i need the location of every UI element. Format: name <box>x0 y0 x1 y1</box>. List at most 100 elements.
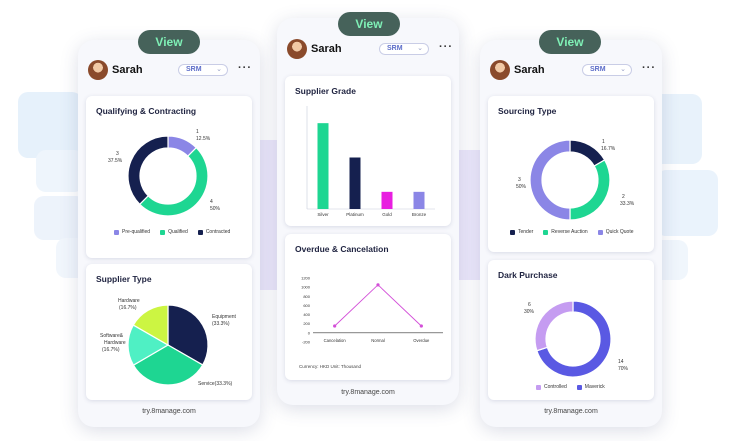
module-label: SRM <box>387 45 403 52</box>
more-icon[interactable]: ··· <box>238 62 252 74</box>
legend-label: Reverse Auction <box>551 229 588 235</box>
qualifying-card: Qualifying & Contracting 1 12.5% 4 50% 3… <box>86 96 252 258</box>
x-tick-label: Bronze <box>412 212 427 217</box>
chart-bar[interactable] <box>349 157 361 210</box>
x-tick-label: Normal <box>371 338 385 343</box>
legend-item[interactable]: Contracted <box>197 229 231 235</box>
legend-label: Maverick <box>584 384 605 390</box>
phone-left: Sarah SRM ⌄ ··· Qualifying & Contracting … <box>78 40 260 427</box>
legend-item[interactable]: Maverick <box>576 384 605 390</box>
slice-label: Equipment <box>212 314 237 320</box>
chart-slice[interactable] <box>529 139 571 221</box>
dark-purchase-chart: 14 70% 6 30% <box>524 300 629 378</box>
legend-label: Qualified <box>168 229 188 235</box>
legend-item[interactable]: Controlled <box>536 384 567 390</box>
card-title: Sourcing Type <box>498 106 557 116</box>
y-tick-label: 600 <box>303 303 310 308</box>
chart-bar[interactable] <box>413 191 425 209</box>
user-name: Sarah <box>311 43 342 55</box>
supplier-type-card: Supplier Type Equipment (33.3%) Service(… <box>86 264 252 400</box>
chart-slice[interactable] <box>569 159 611 221</box>
card-title: Qualifying & Contracting <box>96 106 197 116</box>
slice-label: 4 <box>210 199 213 205</box>
phone-header: Sarah SRM ⌄ ··· <box>277 18 459 68</box>
avatar[interactable] <box>490 60 510 80</box>
slice-pct: 37.5% <box>108 158 123 164</box>
legend-item[interactable]: Quick Quote <box>597 229 634 235</box>
view-button[interactable]: View <box>539 30 601 54</box>
phone-header: Sarah SRM ⌄ ··· <box>480 40 662 90</box>
slice-label: Hardware <box>118 298 140 304</box>
legend-swatch <box>576 384 582 390</box>
phone-right: Sarah SRM ⌄ ··· Sourcing Type 1 16.7% 2 3… <box>480 40 662 427</box>
slice-label: 14 <box>618 359 624 365</box>
currency-note: Currency: HKD Unit: Thousand <box>299 364 361 369</box>
footer-url[interactable]: try.8manage.com <box>544 408 598 415</box>
module-label: SRM <box>186 66 202 73</box>
slice-label: Hardware <box>104 340 126 346</box>
sourcing-type-card: Sourcing Type 1 16.7% 2 33.3% 3 50% Tend… <box>488 96 654 252</box>
y-tick-label: 0 <box>308 330 311 335</box>
supplier-type-chart: Equipment (33.3%) Service(33.3%) Softwar… <box>100 298 237 387</box>
series-line <box>334 284 422 327</box>
chart-slice[interactable] <box>132 344 204 386</box>
legend-swatch <box>597 229 603 235</box>
module-selector[interactable]: SRM ⌄ <box>379 43 429 55</box>
view-button[interactable]: View <box>138 30 200 54</box>
slice-pct: 50% <box>516 184 527 190</box>
chart-bar[interactable] <box>317 123 329 209</box>
chart-slice[interactable] <box>536 300 612 378</box>
y-tick-label: 200 <box>303 321 310 326</box>
slice-label: 6 <box>528 302 531 308</box>
x-tick-label: Cancelation <box>324 338 347 343</box>
supplier-grade-card: Supplier Grade Silver Platinum Gold Bronze <box>285 76 451 226</box>
overdue-card: Overdue & Cancelation 1200 1000 800 600 400 2… <box>285 234 451 380</box>
avatar[interactable] <box>88 60 108 80</box>
legend-label: Pre-qualified <box>122 229 151 235</box>
legend-swatch <box>510 229 515 235</box>
qualifying-chart: 1 12.5% 4 50% 3 37.5% <box>108 129 221 217</box>
chevron-down-icon: ⌄ <box>620 66 626 73</box>
more-icon[interactable]: ··· <box>642 62 656 74</box>
data-point[interactable] <box>419 324 423 328</box>
phone-center: Sarah SRM ⌄ ··· Supplier Grade Silver Plat… <box>277 18 459 405</box>
chart-slice[interactable] <box>132 304 169 347</box>
chart-slice[interactable] <box>138 146 209 217</box>
slice-label: Service(33.3%) <box>198 381 233 387</box>
chevron-down-icon: ⌄ <box>216 66 222 73</box>
slice-label: 1 <box>602 139 605 145</box>
slice-pct: 12.5% <box>196 136 211 142</box>
legend-label: Contracted <box>205 229 231 235</box>
legend: Controlled Maverick <box>536 384 605 390</box>
module-selector[interactable]: SRM ⌄ <box>582 64 632 76</box>
legend-item[interactable]: Reverse Auction <box>543 229 588 235</box>
legend-item[interactable]: Pre-qualified <box>114 229 150 235</box>
slice-pct: 70% <box>618 366 629 372</box>
legend-swatch <box>114 229 119 235</box>
chart-bar[interactable] <box>381 191 393 209</box>
module-selector[interactable]: SRM ⌄ <box>178 64 228 76</box>
legend-item[interactable]: Qualified <box>160 229 188 235</box>
slice-label: 2 <box>622 194 625 200</box>
more-icon[interactable]: ··· <box>439 41 453 53</box>
legend-item[interactable]: Tender <box>510 229 533 235</box>
avatar[interactable] <box>287 39 307 59</box>
card-title: Supplier Type <box>96 274 152 284</box>
data-point[interactable] <box>376 283 380 287</box>
slice-pct: 33.3% <box>620 201 635 207</box>
legend-swatch <box>536 384 541 390</box>
chart-slice[interactable] <box>569 139 606 167</box>
user-name: Sarah <box>112 64 143 76</box>
legend-label: Controlled <box>544 384 567 390</box>
chart-slice[interactable] <box>534 300 574 352</box>
card-title: Dark Purchase <box>498 270 558 280</box>
footer-url[interactable]: try.8manage.com <box>142 408 196 415</box>
data-point[interactable] <box>333 324 337 328</box>
chart-slice[interactable] <box>127 135 169 206</box>
footer-url[interactable]: try.8manage.com <box>341 389 395 396</box>
module-label: SRM <box>590 66 606 73</box>
user-name: Sarah <box>514 64 545 76</box>
y-tick-label: 1200 <box>301 276 311 281</box>
chart-slice[interactable] <box>167 304 209 366</box>
view-button[interactable]: View <box>338 12 400 36</box>
